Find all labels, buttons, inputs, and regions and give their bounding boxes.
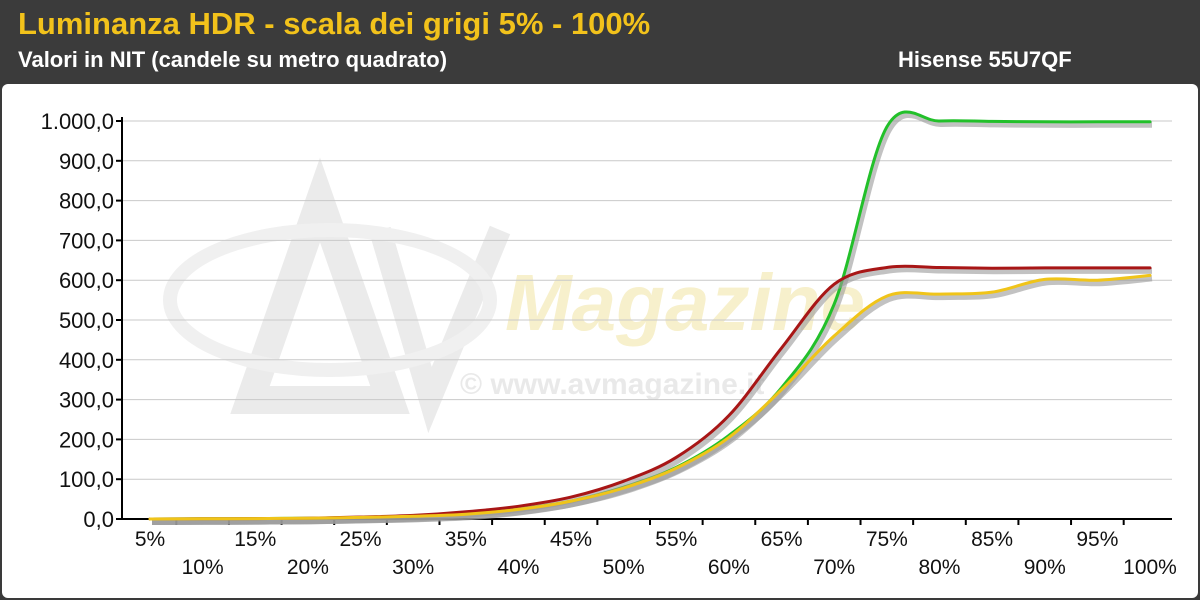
watermark-brand: Magazine — [505, 258, 865, 347]
series-lines — [148, 110, 1153, 525]
chart-header: Luminanza HDR - scala dei grigi 5% - 100… — [0, 0, 1200, 80]
x-tick-label: 90% — [1024, 556, 1066, 579]
series-line-yellow-shadow — [151, 275, 1153, 525]
y-tick-label: 100,0 — [59, 467, 114, 492]
x-tick-label: 95% — [1076, 528, 1118, 551]
y-tick-label: 0,0 — [83, 507, 114, 532]
chart-title: Luminanza HDR - scala dei grigi 5% - 100… — [18, 6, 651, 41]
x-tick-label: 55% — [655, 528, 697, 551]
x-tick-label: 30% — [392, 556, 434, 579]
x-tick-label: 75% — [866, 528, 908, 551]
x-tick-label: 70% — [813, 556, 855, 579]
y-tick-labels: 0,0 100,0 200,0 300,0 400,0 500,0 600,0 700,0 80… — [41, 109, 114, 532]
y-tick-label: 900,0 — [59, 149, 114, 174]
x-tick-label: 40% — [497, 556, 539, 579]
y-tick-label: 400,0 — [59, 348, 114, 373]
y-tick-label: 300,0 — [59, 388, 114, 413]
x-tick-label: 60% — [708, 556, 750, 579]
x-tick-label: 65% — [761, 528, 803, 551]
watermark-logo: Magazine © www.avmagazine.it — [163, 157, 865, 434]
x-tick-label: 20% — [287, 556, 329, 579]
y-tick-label: 1.000,0 — [41, 109, 114, 134]
watermark-copyright: © www.avmagazine.it — [460, 368, 764, 401]
x-tick-label: 35% — [445, 528, 487, 551]
x-tick-label: 10% — [182, 556, 224, 579]
y-tick-label: 800,0 — [59, 189, 114, 214]
x-tick-label: 15% — [234, 528, 276, 551]
y-tick-label: 200,0 — [59, 427, 114, 452]
y-tick-label: 700,0 — [59, 228, 114, 253]
y-tick-label: 600,0 — [59, 268, 114, 293]
chart-subtitle: Valori in NIT (candele su metro quadrato… — [18, 47, 448, 72]
tv-model-label: Hisense 55U7QF — [898, 47, 1072, 72]
grid-lines — [116, 120, 1172, 520]
x-tick-label: 85% — [971, 528, 1013, 551]
y-tick-label: 500,0 — [59, 308, 114, 333]
x-tick-label: 50% — [603, 556, 645, 579]
x-tick-label: 45% — [550, 528, 592, 551]
series-line-yellow — [148, 273, 1152, 521]
x-tick-label: 100% — [1123, 556, 1177, 579]
watermark-shape — [163, 223, 497, 377]
x-tick-label: 25% — [340, 528, 382, 551]
x-tick-label: 5% — [135, 528, 165, 551]
x-tick-labels: 5% 10% 15% 20% 25% 30% 35% 40% 45% 50% 55% 60% 65% 70… — [135, 528, 1177, 579]
x-tick-label: 80% — [918, 556, 960, 579]
